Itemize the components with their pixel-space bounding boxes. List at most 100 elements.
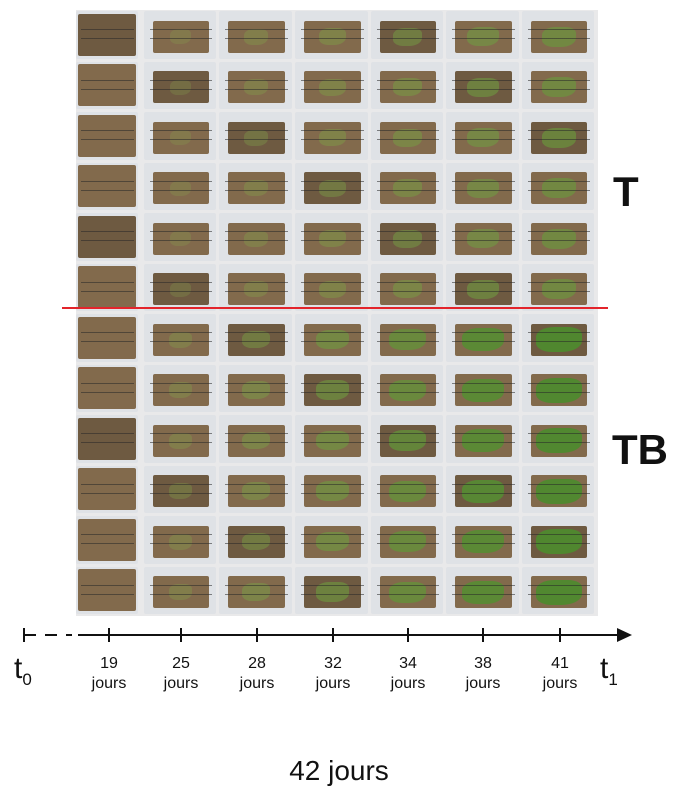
plot-wires [300, 382, 364, 401]
plot-wires [376, 483, 439, 502]
plot-wires [451, 180, 515, 199]
plot-wires [451, 584, 515, 603]
plot-wires [149, 433, 212, 452]
plot-photo [219, 566, 292, 614]
plot-wires [376, 433, 439, 452]
plot-photo [522, 61, 594, 109]
plot-photo [446, 465, 519, 513]
plot-wires [527, 180, 590, 199]
plot-wires [80, 584, 135, 603]
timeline-ticks [108, 628, 561, 642]
plot-wires [527, 483, 590, 502]
plot-photo [522, 213, 594, 261]
plot-photo [446, 364, 519, 412]
plot-wires [80, 29, 135, 48]
plot-photo [522, 566, 594, 614]
plot-photo [446, 516, 519, 564]
baseline-photo [76, 112, 138, 160]
plot-photo [144, 61, 216, 109]
plot-wires [527, 433, 590, 452]
plot-wires [224, 130, 288, 149]
plot-wires [80, 130, 135, 149]
plot-photo [371, 263, 443, 311]
plot-photo [446, 263, 519, 311]
plot-wires [149, 534, 212, 553]
plot-photo [295, 415, 368, 463]
plot-wires [300, 433, 364, 452]
plot-wires [149, 29, 212, 48]
plot-wires [451, 231, 515, 250]
plot-wires [149, 382, 212, 401]
plot-photo [446, 566, 519, 614]
plot-wires [451, 130, 515, 149]
timeline-axis [23, 628, 632, 642]
plot-photo [371, 465, 443, 513]
plot-photo [219, 162, 292, 210]
plot-photo [371, 516, 443, 564]
plot-wires [300, 231, 364, 250]
baseline-photo [76, 162, 138, 210]
plot-wires [527, 534, 590, 553]
plot-wires [527, 281, 590, 300]
plot-photo [144, 415, 216, 463]
plot-photo [295, 465, 368, 513]
plot-photo [446, 61, 519, 109]
baseline-photo [76, 415, 138, 463]
plot-wires [149, 130, 212, 149]
plot-photo [446, 415, 519, 463]
plot-wires [376, 281, 439, 300]
plot-wires [527, 584, 590, 603]
baseline-photo [76, 263, 138, 311]
plot-wires [224, 534, 288, 553]
plot-wires [376, 29, 439, 48]
day-label: 41 jours [542, 655, 578, 692]
plot-photo [522, 465, 594, 513]
day-label: 19 jours [91, 655, 127, 692]
plot-wires [80, 483, 135, 502]
plot-wires [300, 29, 364, 48]
plot-wires [224, 483, 288, 502]
plot-photo [295, 516, 368, 564]
plot-wires [80, 332, 135, 351]
baseline-photo [76, 364, 138, 412]
day-label: 32 jours [315, 655, 351, 692]
plot-wires [149, 79, 212, 98]
total-duration-label: 42 jours [289, 755, 389, 786]
plot-photo [295, 314, 368, 362]
plot-wires [300, 483, 364, 502]
plot-wires [300, 79, 364, 98]
plot-photo [144, 11, 216, 59]
plot-photo [522, 112, 594, 160]
plot-wires [300, 332, 364, 351]
plot-wires [451, 79, 515, 98]
plot-photo [144, 314, 216, 362]
plot-wires [80, 180, 135, 199]
baseline-photo [76, 314, 138, 362]
plot-wires [527, 79, 590, 98]
plot-wires [451, 281, 515, 300]
plot-wires [376, 382, 439, 401]
plot-photo [446, 213, 519, 261]
plot-photo [446, 162, 519, 210]
plot-wires [149, 584, 212, 603]
plot-photo [295, 566, 368, 614]
plot-wires [224, 231, 288, 250]
timeline-end-label: t1 [600, 652, 618, 689]
plot-photo [371, 213, 443, 261]
plot-wires [300, 180, 364, 199]
plot-wires [300, 130, 364, 149]
plot-photo [295, 11, 368, 59]
plot-wires [300, 281, 364, 300]
plot-photo [295, 213, 368, 261]
plot-photo [371, 11, 443, 59]
plot-photo [371, 415, 443, 463]
plot-wires [451, 382, 515, 401]
plot-wires [376, 180, 439, 199]
plot-photo [522, 415, 594, 463]
plot-wires [224, 29, 288, 48]
day-label: 34 jours [390, 655, 426, 692]
plot-photo [144, 112, 216, 160]
plot-photo [144, 213, 216, 261]
plot-wires [527, 332, 590, 351]
baseline-photo [76, 465, 138, 513]
